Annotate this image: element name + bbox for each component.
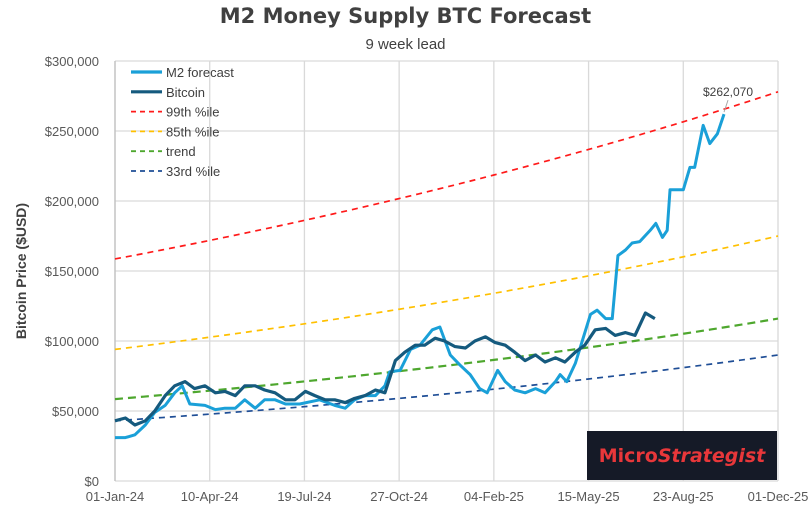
chart-subtitle: 9 week lead <box>365 36 446 53</box>
legend-label: 33rd %ile <box>166 164 220 179</box>
x-tick-label: 27-Oct-24 <box>370 489 428 504</box>
series-line-85th-ile <box>114 235 779 351</box>
x-tick-label: 15-May-25 <box>558 489 620 504</box>
y-tick-label: $0 <box>85 474 99 489</box>
legend-label: trend <box>166 144 196 159</box>
y-tick-label: $200,000 <box>45 194 99 209</box>
chart-title: M2 Money Supply BTC Forecast <box>219 4 592 28</box>
x-tick-label: 01-Dec-25 <box>748 489 809 504</box>
y-tick-label: $50,000 <box>52 404 99 419</box>
y-tick-label: $300,000 <box>45 54 99 69</box>
y-tick-label: $100,000 <box>45 334 99 349</box>
x-tick-label: 19-Jul-24 <box>277 489 331 504</box>
series-line-33rd-ile <box>114 354 779 422</box>
legend-label: 85th %ile <box>166 124 219 139</box>
series-line-bitcoin <box>114 311 656 427</box>
x-tick-label: 04-Feb-25 <box>464 489 524 504</box>
logo-text-strategist: Strategist <box>657 444 766 467</box>
microstrategist-logo: Micro Strategist <box>587 431 777 480</box>
legend-label: Bitcoin <box>166 85 205 100</box>
x-tick-label: 01-Jan-24 <box>86 489 145 504</box>
data-label-last-forecast: $262,070 <box>703 85 753 99</box>
annotation-leader-line <box>723 99 729 113</box>
y-tick-label: $250,000 <box>45 124 99 139</box>
series-line-trend <box>114 317 779 401</box>
y-tick-label: $150,000 <box>45 264 99 279</box>
series-line-99th-ile <box>114 90 779 260</box>
y-axis-label: Bitcoin Price ($USD) <box>13 203 29 339</box>
legend-label: M2 forecast <box>166 65 234 80</box>
legend-label: 99th %ile <box>166 105 219 120</box>
series-line-m2-forecast <box>115 113 726 440</box>
logo-text-micro: Micro <box>598 444 658 467</box>
x-tick-label: 10-Apr-24 <box>181 489 239 504</box>
x-tick-label: 23-Aug-25 <box>653 489 714 504</box>
